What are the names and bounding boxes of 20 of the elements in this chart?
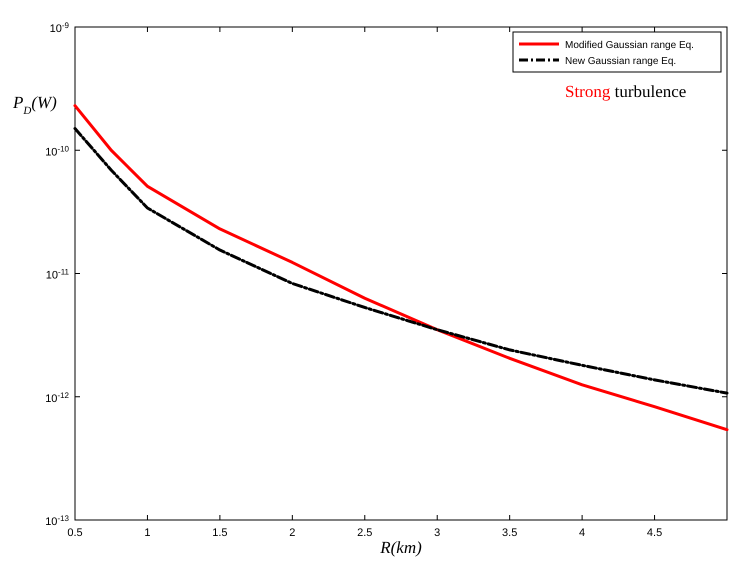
legend-label: Modified Gaussian range Eq.: [565, 40, 694, 51]
x-tick-label: 4: [579, 527, 586, 539]
x-axis-title: R(km): [379, 538, 422, 557]
y-tick-label: 10$^{-11}$: [46, 267, 70, 282]
legend-label: New Gaussian range Eq.: [565, 56, 676, 67]
line-series: [74, 104, 728, 432]
y-tick-label: 10$^{-12}$: [45, 390, 70, 405]
x-tick-label: 3.5: [502, 527, 518, 539]
x-tick-label: 4.5: [646, 527, 662, 539]
x-tick-label: 3: [434, 527, 440, 539]
y-axis-title: P$_{D}$(W): [12, 93, 58, 117]
annotation: Strong turbulence: [565, 82, 686, 101]
y-tick-label: 10$^{-10}$: [45, 144, 70, 158]
x-tick-label: 0.5: [67, 527, 83, 539]
y-tick-label: 10$^{-9}$: [50, 20, 70, 35]
y-tick-label: 10$^{-13}$: [45, 514, 70, 528]
x-tick-label: 2: [289, 527, 296, 539]
x-tick-label: 2.5: [357, 527, 372, 539]
x-tick-label: 1: [144, 527, 151, 539]
x-tick-label: 1.5: [212, 527, 228, 539]
